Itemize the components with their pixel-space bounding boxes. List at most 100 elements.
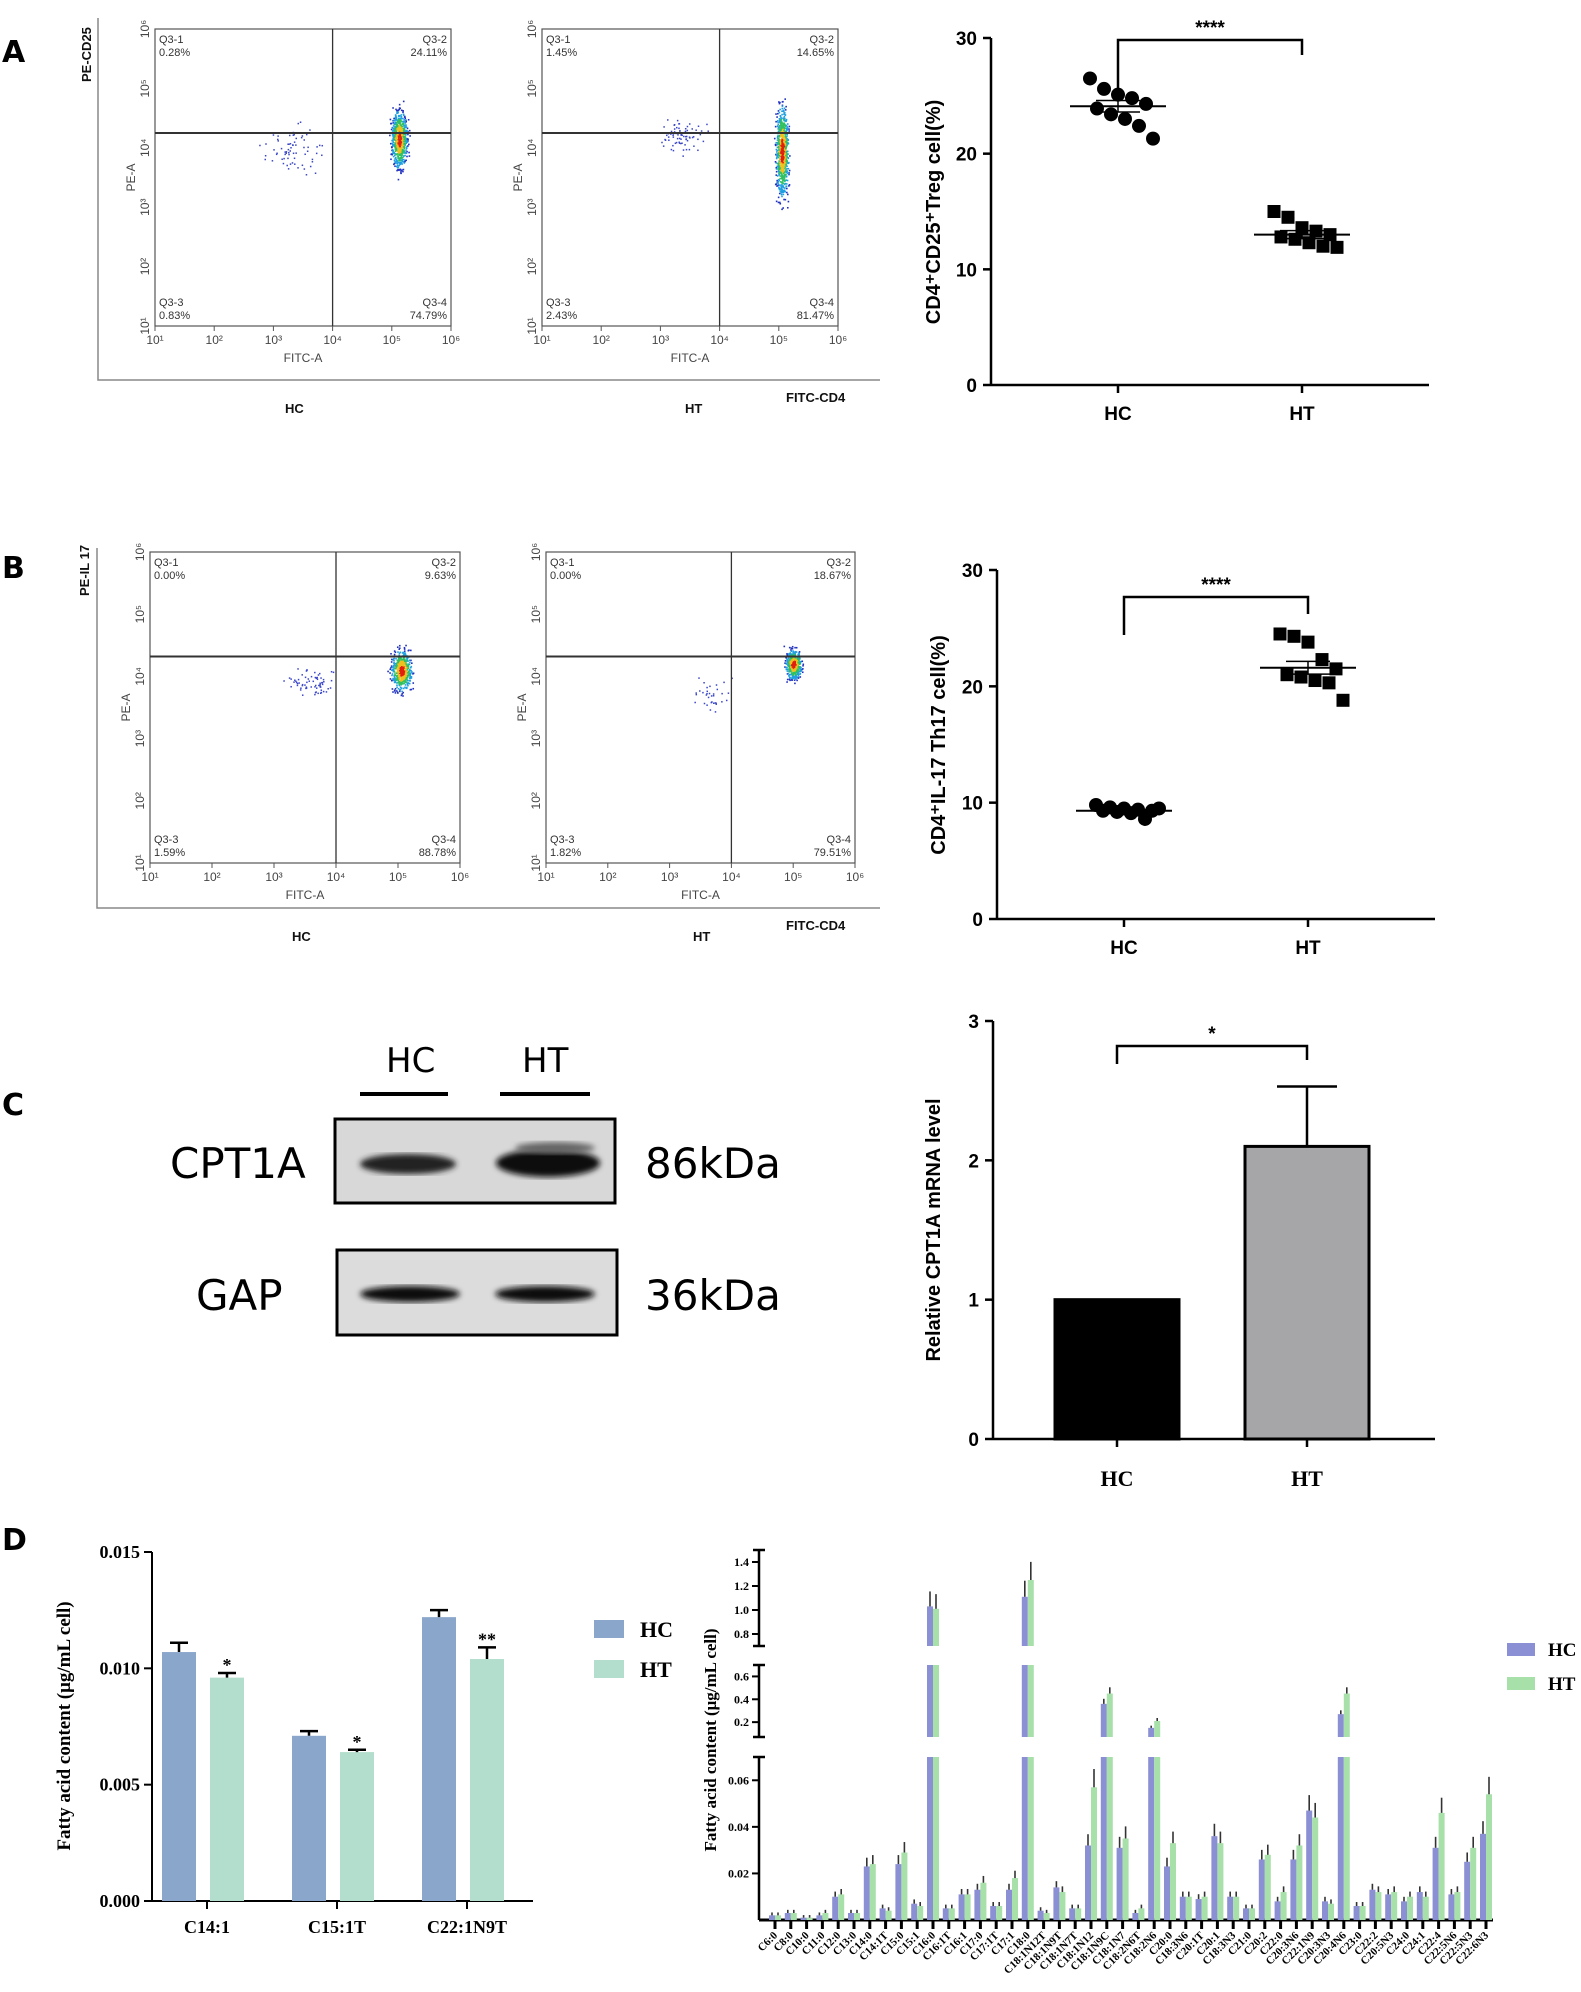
event-dot	[797, 676, 799, 678]
event-dot	[409, 669, 411, 672]
event-dot	[394, 139, 397, 142]
event-dot	[798, 663, 800, 665]
event-dot	[703, 681, 705, 684]
event-dot	[796, 662, 798, 665]
quadrant-q1-value: 0.00%	[154, 570, 185, 582]
event-dot	[406, 671, 409, 674]
event-dot	[784, 155, 787, 158]
event-dot	[776, 165, 778, 168]
event-dot	[789, 670, 791, 673]
event-dot	[794, 650, 797, 653]
event-dot	[672, 144, 674, 147]
event-dot	[398, 665, 400, 667]
event-dot	[304, 153, 306, 156]
event-dot	[780, 135, 783, 138]
event-dot	[667, 136, 670, 138]
event-dot	[401, 679, 404, 681]
event-dot	[789, 155, 791, 157]
event-dot	[395, 153, 397, 155]
event-dot	[780, 142, 782, 145]
event-dot	[391, 142, 393, 145]
event-dot	[785, 185, 787, 188]
event-dot	[399, 690, 401, 693]
bar-hc	[927, 1665, 933, 1737]
event-dot	[406, 141, 409, 143]
event-dot	[786, 179, 789, 182]
event-dot	[688, 148, 691, 151]
event-dot	[780, 186, 783, 189]
flow-y-tick-label: 10⁴	[529, 667, 543, 686]
event-dot	[783, 189, 786, 192]
event-dot	[393, 122, 396, 124]
event-dot	[407, 140, 409, 142]
blot-cpt1a-membrane	[333, 1117, 617, 1205]
event-dot	[397, 126, 399, 129]
event-dot	[780, 119, 783, 121]
bar-ht	[1091, 1787, 1097, 1920]
event-dot	[395, 114, 397, 117]
event-dot	[731, 677, 733, 680]
event-dot	[308, 680, 311, 682]
event-dot	[301, 164, 304, 167]
quadrant-q3-value: 1.82%	[550, 847, 581, 859]
event-dot	[789, 668, 792, 671]
event-dot	[786, 160, 788, 162]
event-dot	[791, 672, 794, 675]
y-tick-label: 0.005	[100, 1775, 141, 1795]
event-dot	[407, 145, 409, 147]
event-dot	[705, 694, 708, 696]
event-dot	[401, 666, 404, 669]
event-dot	[784, 662, 786, 664]
legend-label-hc: HC	[640, 1617, 673, 1642]
event-dot	[788, 646, 791, 649]
event-dot	[777, 201, 780, 204]
event-dot	[782, 117, 785, 120]
event-dot	[783, 163, 785, 166]
event-dot	[794, 677, 797, 679]
event-dot	[407, 656, 409, 659]
event-dot	[788, 675, 790, 677]
flow-y-tick-label: 10¹	[525, 317, 539, 334]
event-dot	[398, 678, 400, 681]
event-dot	[777, 154, 779, 156]
event-dot	[310, 686, 312, 688]
blot-band	[360, 1286, 460, 1302]
event-dot	[800, 666, 802, 669]
event-dot	[715, 702, 717, 705]
event-dot	[395, 140, 397, 143]
event-dot	[775, 120, 777, 123]
event-dot	[392, 125, 395, 127]
event-dot	[796, 660, 798, 662]
event-dot	[396, 123, 399, 125]
event-dot	[778, 151, 781, 154]
event-dot	[393, 128, 396, 131]
data-point-hc	[1118, 111, 1132, 126]
event-dot	[715, 684, 718, 686]
event-dot	[664, 139, 667, 141]
event-dot	[402, 129, 404, 132]
event-dot	[325, 691, 328, 693]
event-dot	[402, 146, 405, 148]
event-dot	[400, 138, 402, 141]
event-dot	[782, 168, 785, 170]
event-dot	[779, 162, 781, 165]
event-dot	[304, 676, 307, 679]
event-dot	[393, 145, 396, 148]
bar-hc	[927, 1606, 933, 1646]
event-dot	[781, 117, 783, 120]
event-dot	[714, 702, 717, 704]
bar-hc	[1148, 1727, 1155, 1737]
event-dot	[779, 114, 782, 117]
error-bar	[170, 1641, 188, 1653]
event-dot	[402, 687, 405, 690]
event-dot	[778, 148, 780, 151]
event-dot	[400, 155, 403, 158]
bar-ht	[1154, 1721, 1161, 1737]
event-dot	[390, 158, 392, 161]
event-dot	[782, 166, 785, 169]
event-dot	[403, 161, 406, 164]
event-dot	[404, 654, 407, 656]
flow-plot-hc: 10¹10¹10²10²10³10³10⁴10⁴10⁵10⁵10⁶10⁶FITC…	[124, 20, 460, 365]
event-dot	[396, 160, 398, 163]
